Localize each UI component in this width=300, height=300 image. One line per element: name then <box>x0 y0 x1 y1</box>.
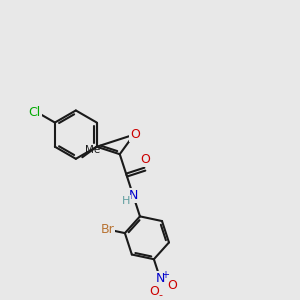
Text: N: N <box>156 272 165 285</box>
Text: Me: Me <box>85 145 100 155</box>
Text: H: H <box>122 196 130 206</box>
Text: O: O <box>149 285 159 298</box>
Text: +: + <box>161 270 169 280</box>
Text: -: - <box>158 290 162 300</box>
Text: N: N <box>129 190 138 202</box>
Text: O: O <box>130 128 140 141</box>
Text: O: O <box>168 279 178 292</box>
Text: O: O <box>140 153 150 167</box>
Text: Cl: Cl <box>28 106 40 119</box>
Text: Br: Br <box>100 223 114 236</box>
